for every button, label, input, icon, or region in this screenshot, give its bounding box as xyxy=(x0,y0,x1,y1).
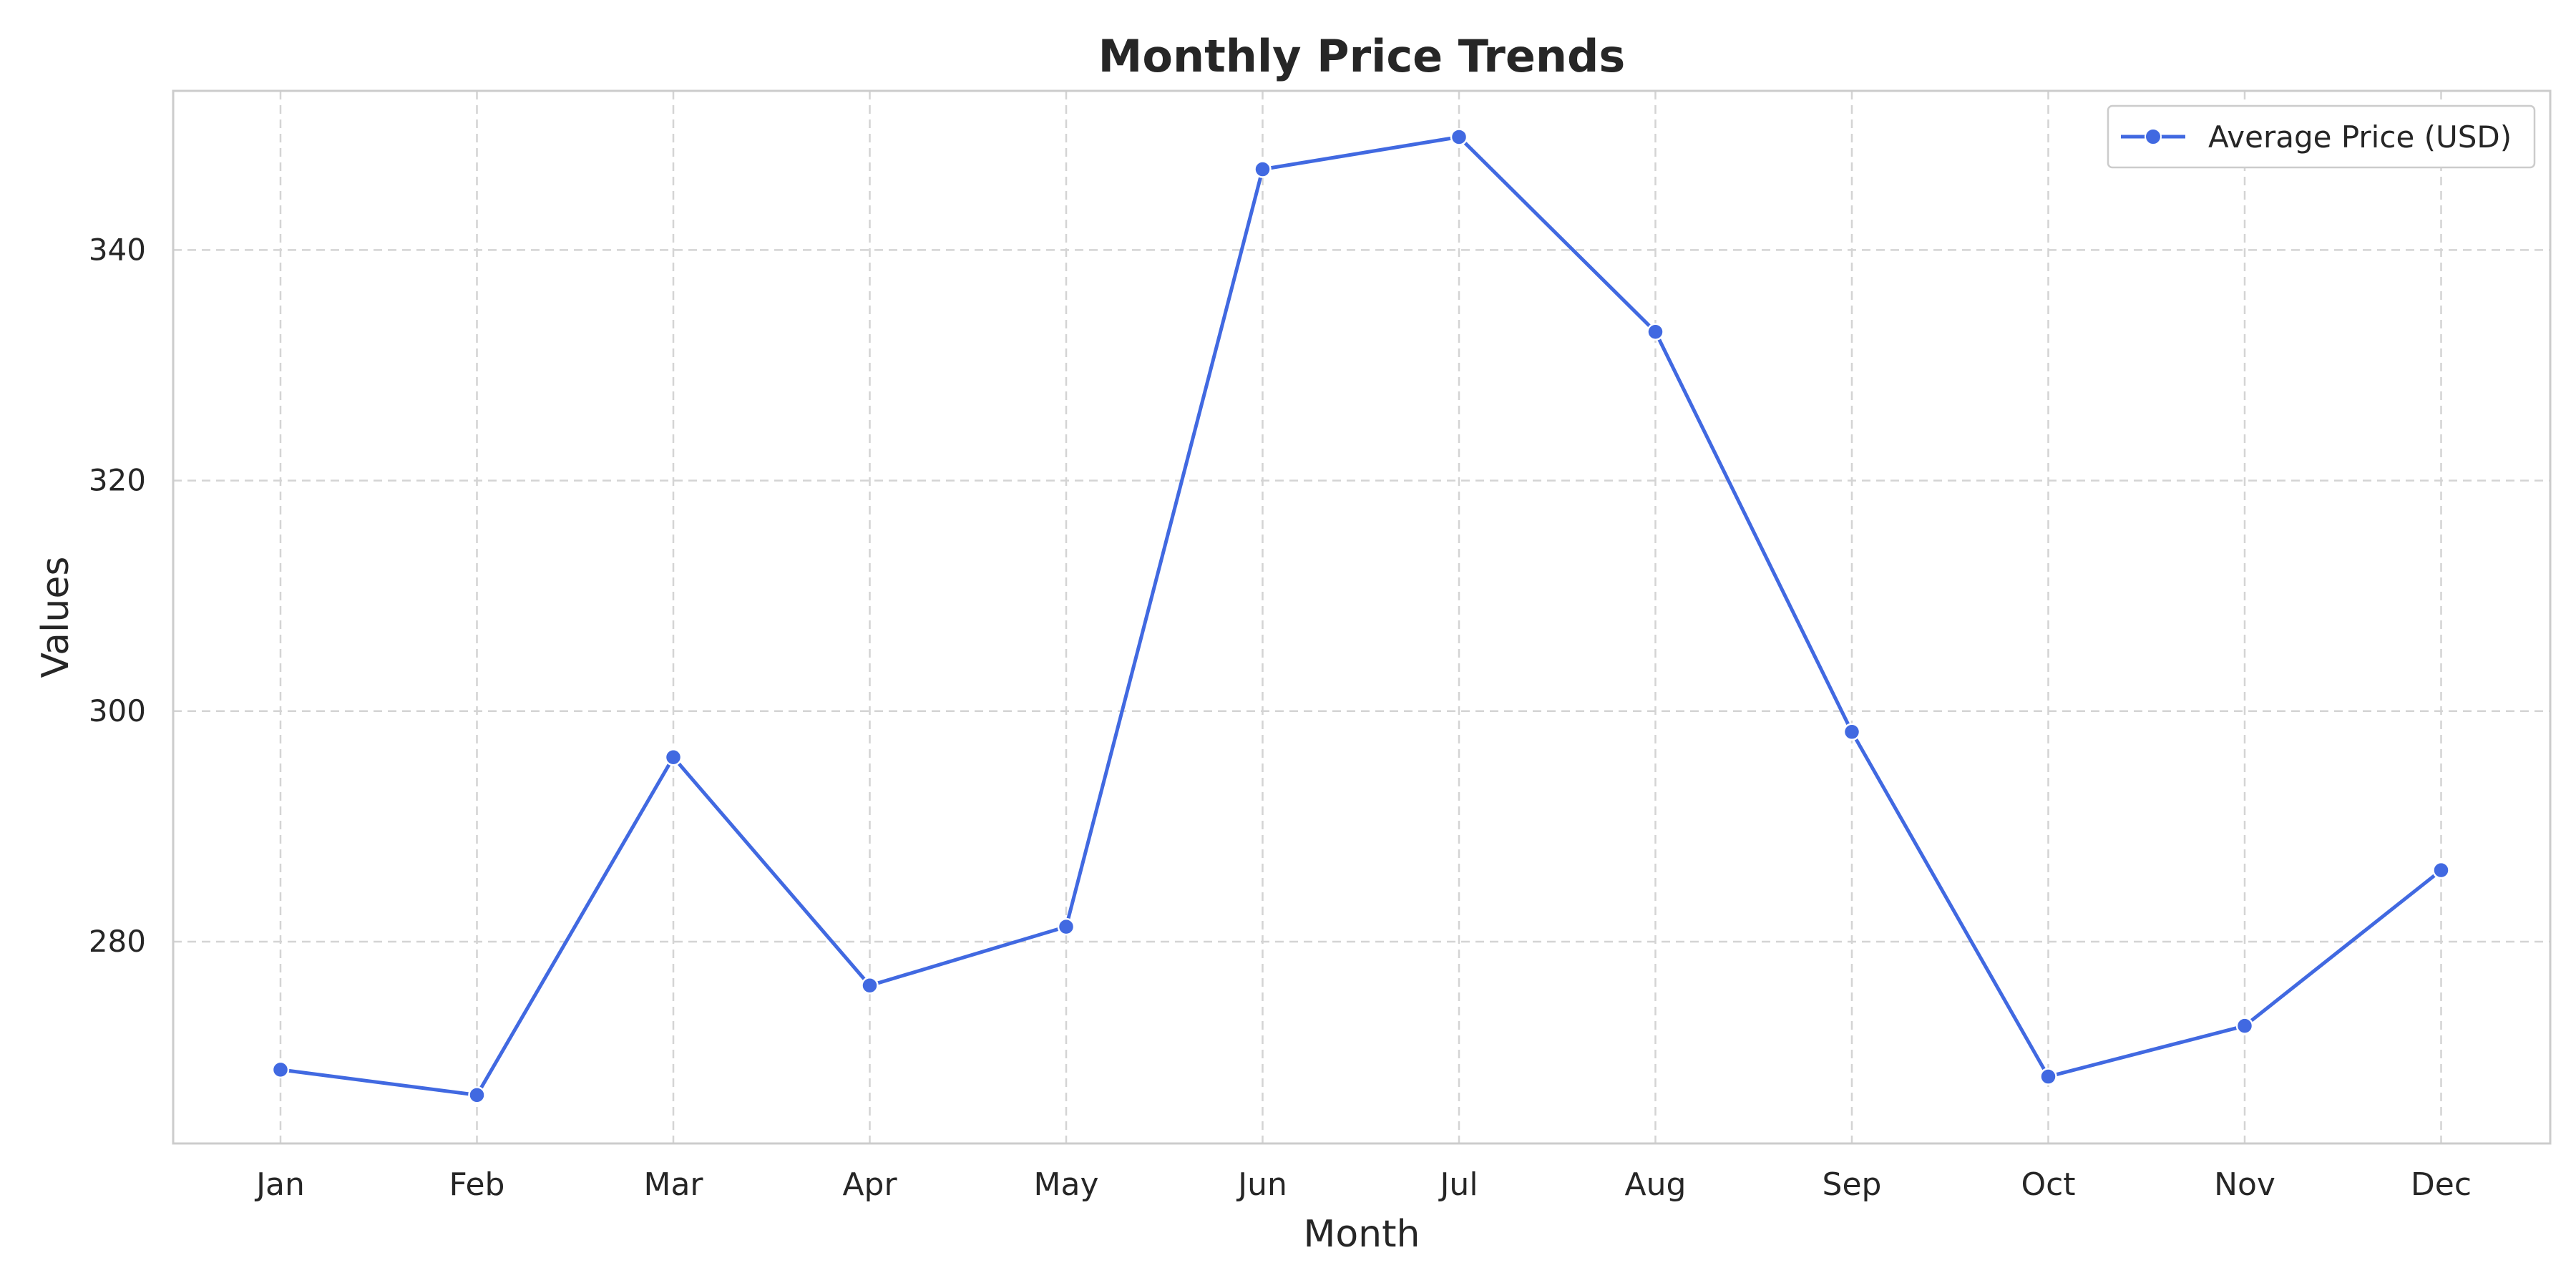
x-tick-labels: Jan Feb Mar Apr May Jun Jul Aug Sep Oct Nov Dec xyxy=(254,1166,2472,1203)
series-layer xyxy=(271,128,2450,1104)
x-axis-label: Month xyxy=(1304,1213,1420,1256)
data-point xyxy=(664,748,683,766)
x-tick-label: Jul xyxy=(1438,1166,1478,1203)
x-tick-label: Mar xyxy=(643,1166,703,1203)
x-tick-label: Sep xyxy=(1823,1166,1882,1203)
y-tick-labels: 280 300 320 340 xyxy=(89,232,146,959)
x-tick-label: May xyxy=(1034,1166,1099,1203)
data-point xyxy=(1450,128,1468,146)
data-point xyxy=(1843,723,1861,741)
x-tick-label: Feb xyxy=(449,1166,505,1203)
y-tick-label: 320 xyxy=(89,463,146,498)
data-point xyxy=(271,1060,290,1079)
x-tick-label: Nov xyxy=(2214,1166,2275,1203)
series-line xyxy=(278,135,2443,1097)
data-point xyxy=(1057,917,1075,936)
y-tick-label: 340 xyxy=(89,232,146,267)
x-tick-label: Apr xyxy=(842,1166,897,1203)
data-point xyxy=(861,977,879,995)
x-tick-label: Oct xyxy=(2021,1166,2075,1203)
legend-point-marker xyxy=(2145,128,2162,145)
data-point xyxy=(2432,861,2450,879)
legend: Average Price (USD) xyxy=(2107,104,2536,169)
x-tick-label: Aug xyxy=(1625,1166,1687,1203)
x-tick-label: Dec xyxy=(2411,1166,2472,1203)
y-tick-label: 300 xyxy=(89,693,146,728)
legend-box xyxy=(2107,104,2536,169)
x-tick-label: Jun xyxy=(1236,1166,1287,1203)
data-point xyxy=(2039,1068,2057,1085)
data-point xyxy=(1646,323,1664,341)
x-tick-label: Jan xyxy=(254,1166,305,1203)
data-point xyxy=(2235,1017,2254,1035)
legend-label: Average Price (USD) xyxy=(2208,119,2512,155)
y-axis-label: Values xyxy=(34,557,77,678)
y-tick-label: 280 xyxy=(89,924,146,959)
chart-title: Monthly Price Trends xyxy=(1098,30,1626,82)
plot-frame xyxy=(172,89,2552,1145)
data-point xyxy=(1254,160,1272,178)
data-point xyxy=(468,1086,486,1104)
grid-lines xyxy=(173,91,2550,1143)
